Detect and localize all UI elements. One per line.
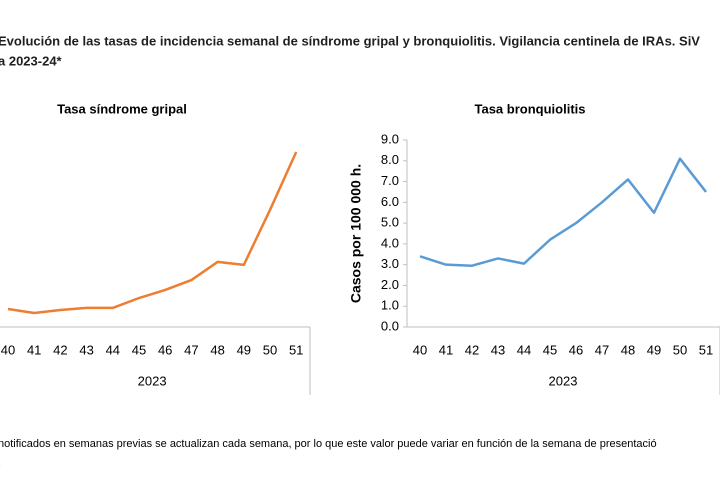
x-tick-label: 49 xyxy=(647,342,661,357)
title-line: a 2023-24* xyxy=(0,53,63,68)
x-tick-label: 41 xyxy=(27,342,41,357)
x-tick-label: 46 xyxy=(158,342,172,357)
x-tick-label: 44 xyxy=(106,342,120,357)
x-tick-label: 42 xyxy=(465,342,479,357)
y-tick-label: 4.0 xyxy=(381,235,399,250)
x-tick-label: 46 xyxy=(569,342,583,357)
footnote: notificados en semanas previas se actual… xyxy=(0,438,657,450)
x-tick-label: 43 xyxy=(491,342,505,357)
x-tick-label: 47 xyxy=(595,342,609,357)
x-tick-label: 50 xyxy=(673,342,687,357)
y-tick-label: 1.0 xyxy=(381,298,399,313)
y-tick-label: 8.0 xyxy=(381,152,399,167)
chart-title: Tasa bronquiolitis xyxy=(475,101,586,116)
x-tick-label: 51 xyxy=(699,342,713,357)
x-tick-label: 44 xyxy=(517,342,531,357)
x-tick-label: 49 xyxy=(237,342,251,357)
y-tick-label: 9.0 xyxy=(381,131,399,146)
x-tick-label: 48 xyxy=(210,342,224,357)
x-tick-label: 45 xyxy=(132,342,146,357)
x-tick-label: 45 xyxy=(543,342,557,357)
x-group-label: 2023 xyxy=(138,373,167,388)
x-tick-label: 41 xyxy=(439,342,453,357)
y-tick-label: 2.0 xyxy=(381,277,399,292)
y-tick-label: 0.0 xyxy=(381,318,399,333)
title-line: Evolución de las tasas de incidencia sem… xyxy=(0,33,700,48)
footnote: . xyxy=(0,457,1,469)
chart-title: Tasa síndrome gripal xyxy=(57,101,187,116)
x-tick-label: 40 xyxy=(1,342,15,357)
x-tick-label: 43 xyxy=(79,342,93,357)
x-group-label: 2023 xyxy=(549,373,578,388)
x-tick-label: 51 xyxy=(289,342,303,357)
y-tick-label: 7.0 xyxy=(381,173,399,188)
x-tick-label: 47 xyxy=(184,342,198,357)
y-tick-label: 5.0 xyxy=(381,215,399,230)
x-tick-label: 40 xyxy=(413,342,427,357)
y-axis-label: Casos por 100 000 h. xyxy=(348,164,364,303)
x-tick-label: 50 xyxy=(263,342,277,357)
y-tick-label: 6.0 xyxy=(381,194,399,209)
x-tick-label: 48 xyxy=(621,342,635,357)
series-line xyxy=(7,151,298,315)
y-tick-label: 3.0 xyxy=(381,256,399,271)
x-tick-label: 42 xyxy=(53,342,67,357)
series-line xyxy=(419,157,707,267)
